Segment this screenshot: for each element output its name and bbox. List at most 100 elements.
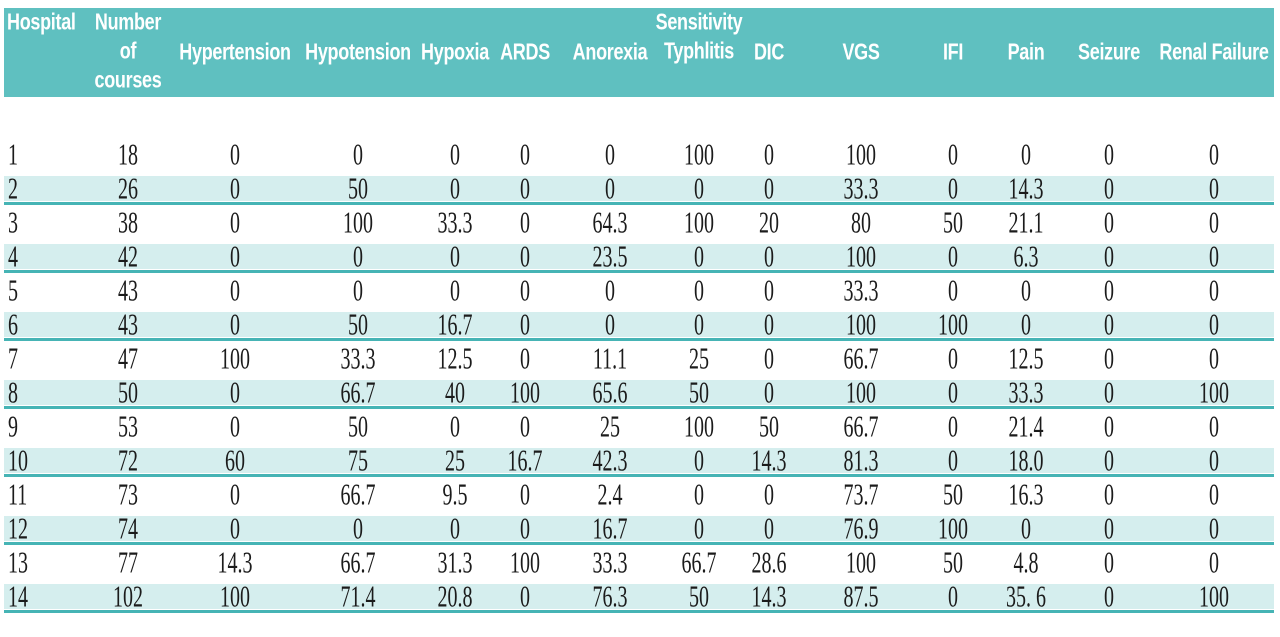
cell-value: 2 <box>8 171 18 207</box>
cell-value: 0 <box>1021 273 1031 309</box>
cell-value: 0 <box>230 239 240 275</box>
table-cell: 75 <box>300 444 416 482</box>
cell-value: 33.3 <box>592 545 628 581</box>
cell-value: 6.3 <box>1013 239 1039 275</box>
table-cell: 0 <box>170 138 300 176</box>
cell-value: 75 <box>348 443 368 479</box>
cell-value: 0 <box>520 137 530 173</box>
cell-value: 0 <box>230 205 240 241</box>
cell-value: 14.3 <box>751 443 787 479</box>
cell-value: 50 <box>943 205 963 241</box>
cell-value: 0 <box>1104 171 1114 207</box>
table-cell: 80 <box>804 206 918 244</box>
table-cell: 0 <box>918 342 988 380</box>
col-header-hypertension: Hypertension <box>170 8 300 97</box>
table-cell: 100 <box>804 308 918 346</box>
table-cell: 0 <box>664 478 734 516</box>
table-cell: 0 <box>494 172 556 210</box>
table-cell: 0 <box>1064 138 1154 176</box>
table-cell: 0 <box>1064 342 1154 380</box>
table-cell: 100 <box>170 580 300 618</box>
table-cell: 9.5 <box>416 478 494 516</box>
cell-value: 14.3 <box>751 579 787 615</box>
cell-value: 0 <box>764 137 774 173</box>
table-cell: 72 <box>86 444 170 482</box>
cell-value: 14 <box>8 579 28 615</box>
cell-value: 50 <box>689 375 709 411</box>
cell-value: 100 <box>846 545 876 581</box>
table-cell: 100 <box>494 376 556 414</box>
table-cell: 0 <box>664 172 734 210</box>
table-cell: 53 <box>86 410 170 448</box>
table-cell: 0 <box>1154 240 1274 278</box>
table-cell: 18.0 <box>988 444 1064 482</box>
table-cell: 42 <box>86 240 170 278</box>
table-cell: 0 <box>918 410 988 448</box>
table-cell: 0 <box>1064 546 1154 584</box>
cell-value: 0 <box>694 477 704 513</box>
table-cell: 0 <box>416 410 494 448</box>
col-header-label: IFI <box>942 38 964 65</box>
cell-value: 0 <box>1209 205 1219 241</box>
table-cell: 14.3 <box>734 580 804 618</box>
table-cell: 33.3 <box>988 376 1064 414</box>
cell-value: 0 <box>694 511 704 547</box>
table-cell: 11 <box>4 478 86 516</box>
cell-value: 73 <box>118 477 138 513</box>
cell-value: 77 <box>118 545 138 581</box>
table-cell: 0 <box>1064 580 1154 618</box>
col-header-anorexia: Anorexia <box>556 8 664 97</box>
table-cell: 0 <box>494 138 556 176</box>
col-header-ifi: IFI <box>918 8 988 97</box>
cell-value: 0 <box>948 341 958 377</box>
cell-value: 0 <box>230 273 240 309</box>
cell-value: 66.7 <box>843 341 879 377</box>
cell-value: 0 <box>1104 409 1114 445</box>
cell-value: 0 <box>1104 477 1114 513</box>
table-cell: 0 <box>556 172 664 210</box>
cell-value: 100 <box>220 579 250 615</box>
cell-value: 33.3 <box>843 171 879 207</box>
cell-value: 0 <box>1104 375 1114 411</box>
cell-value: 0 <box>520 307 530 343</box>
cell-value: 0 <box>1209 477 1219 513</box>
cell-value: 10 <box>8 443 28 479</box>
cell-value: 25 <box>689 341 709 377</box>
table-cell: 0 <box>494 512 556 550</box>
col-header-label: Hypertension <box>179 38 291 65</box>
cell-value: 26 <box>118 171 138 207</box>
table-cell: 18 <box>86 138 170 176</box>
table-cell: 50 <box>918 546 988 584</box>
table-cell: 77 <box>86 546 170 584</box>
cell-value: 0 <box>520 341 530 377</box>
cell-value: 11.1 <box>592 341 628 377</box>
table-cell: 14.3 <box>734 444 804 482</box>
table-cell: 0 <box>734 274 804 312</box>
table-cell: 0 <box>988 274 1064 312</box>
col-header-label: Seizure <box>1078 38 1140 65</box>
cell-value: 6 <box>8 307 18 343</box>
cell-value: 100 <box>846 307 876 343</box>
col-header-label: courses <box>94 66 162 93</box>
col-header-vgs: VGS <box>804 8 918 97</box>
cell-value: 9 <box>8 409 18 445</box>
table-cell: 16.7 <box>556 512 664 550</box>
cell-value: 80 <box>851 205 871 241</box>
cell-value: 66.7 <box>843 409 879 445</box>
cell-value: 50 <box>118 375 138 411</box>
cell-value: 0 <box>1209 239 1219 275</box>
cell-value: 66.7 <box>340 477 376 513</box>
table-row: 12 74 0 0 0 0 16.7 0 0 76.9 100 0 0 0 <box>4 512 1274 550</box>
table-cell: 100 <box>918 512 988 550</box>
cell-value: 28.6 <box>751 545 787 581</box>
table-cell: 0 <box>1064 172 1154 210</box>
table-cell: 0 <box>1154 512 1274 550</box>
table-cell: 0 <box>300 138 416 176</box>
cell-value: 20 <box>759 205 779 241</box>
table-cell: 33.3 <box>416 206 494 244</box>
table-cell: 100 <box>804 546 918 584</box>
table-cell: 0 <box>494 274 556 312</box>
cell-value: 0 <box>353 137 363 173</box>
col-header-ards: ARDS <box>494 8 556 97</box>
table-row: 6 43 0 50 16.7 0 0 0 0 100 100 0 0 0 <box>4 308 1274 346</box>
